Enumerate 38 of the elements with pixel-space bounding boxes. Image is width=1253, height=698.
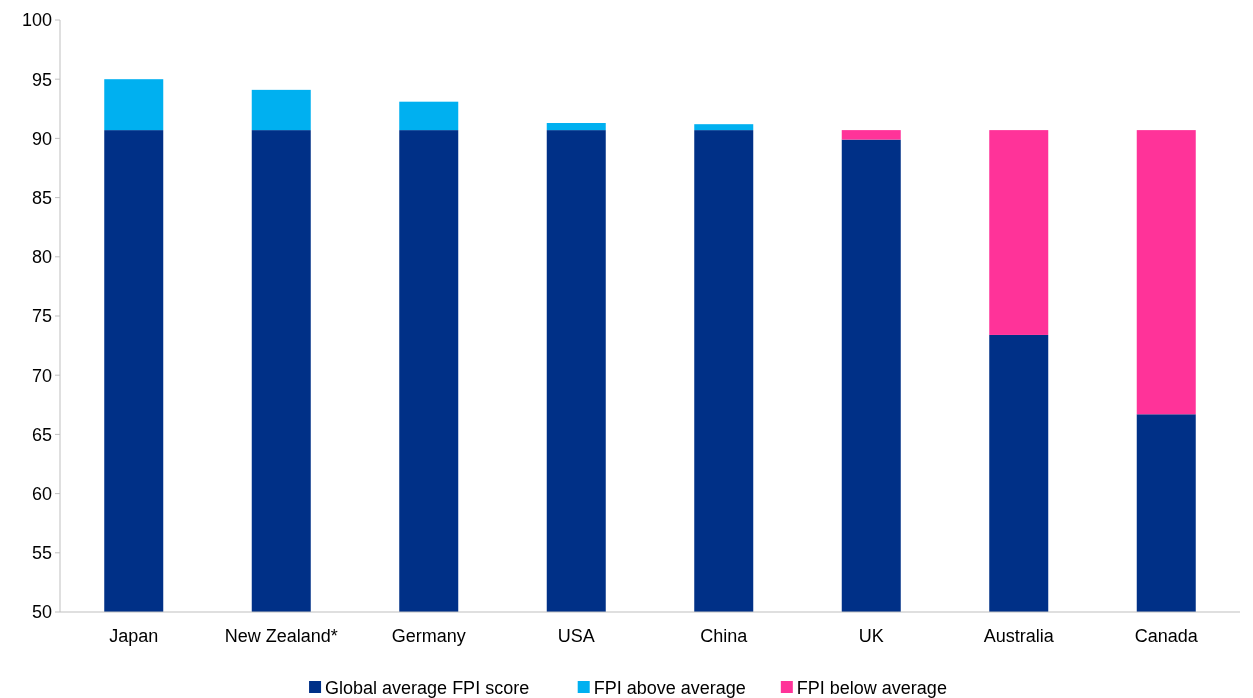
- bar: [546, 130, 606, 612]
- x-tick-label: Japan: [109, 626, 159, 646]
- x-tick-label: China: [700, 626, 749, 646]
- bar: [251, 89, 311, 131]
- y-tick-label: 90: [31, 128, 52, 149]
- y-tick-label: 50: [31, 602, 52, 623]
- y-tick-label: 55: [31, 543, 52, 564]
- y-tick-label: 60: [31, 483, 52, 504]
- bar: [694, 124, 754, 131]
- legend-label: Global average FPI score: [325, 678, 530, 698]
- bar: [399, 101, 459, 131]
- y-tick-label: 80: [31, 247, 52, 268]
- x-tick-label: Canada: [1134, 626, 1199, 646]
- y-tick-label: 75: [31, 306, 52, 327]
- bar: [1136, 130, 1196, 415]
- legend-label: FPI below average: [796, 678, 947, 698]
- bar: [841, 130, 901, 140]
- x-tick-label: Germany: [391, 626, 466, 646]
- bar: [1136, 414, 1196, 612]
- bar: [989, 334, 1049, 612]
- x-tick-label: UK: [858, 626, 884, 646]
- y-tick-label: 95: [31, 69, 52, 90]
- bar: [104, 79, 164, 131]
- x-tick-label: New Zealand*: [224, 626, 338, 646]
- x-tick-label: USA: [557, 626, 595, 646]
- y-tick-label: 65: [31, 424, 52, 445]
- bar: [989, 130, 1049, 335]
- bar: [104, 130, 164, 612]
- bar: [694, 130, 754, 612]
- bar: [399, 130, 459, 612]
- bar: [841, 139, 901, 612]
- bar: [546, 123, 606, 131]
- bar: [251, 130, 311, 612]
- legend-label: FPI above average: [593, 678, 746, 698]
- x-tick-label: Australia: [983, 626, 1055, 646]
- y-tick-label: 100: [21, 10, 52, 31]
- y-tick-label: 70: [31, 365, 52, 386]
- y-tick-label: 85: [31, 187, 52, 208]
